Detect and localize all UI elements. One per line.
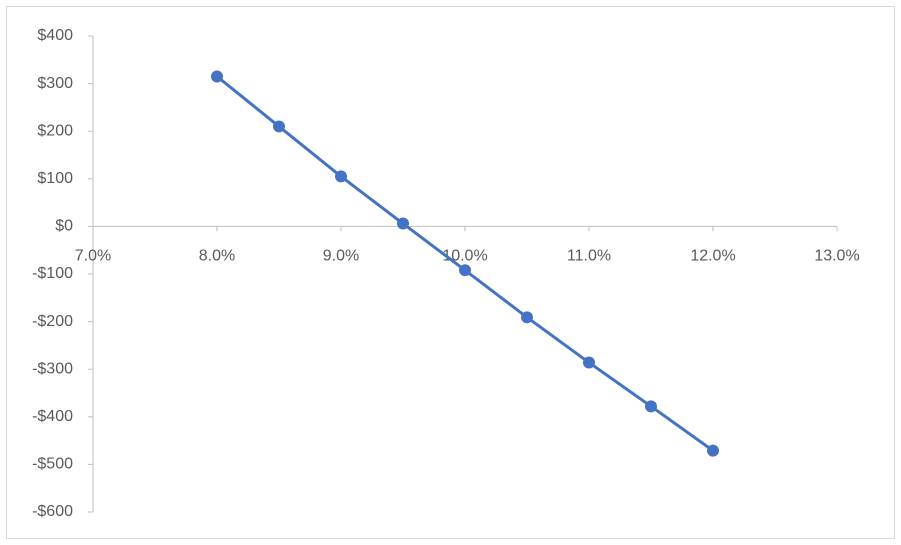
- x-tick-label: 12.0%: [690, 248, 735, 265]
- x-tick-label: 11.0%: [567, 248, 611, 265]
- chart-border: [6, 6, 895, 539]
- y-tick-label: -$400: [32, 408, 73, 425]
- y-tick-label: -$500: [32, 456, 73, 473]
- y-tick-label: -$600: [32, 503, 73, 520]
- y-tick-label: $400: [37, 27, 73, 44]
- x-tick-label: 7.0%: [75, 248, 111, 265]
- x-tick-label: 8.0%: [199, 248, 235, 265]
- y-tick-label: $200: [37, 122, 73, 139]
- data-point: [211, 70, 223, 83]
- x-tick-label: 10.0%: [442, 248, 487, 265]
- y-tick-label: $100: [37, 170, 73, 187]
- y-tick-label: -$300: [32, 360, 73, 377]
- data-point: [335, 170, 347, 183]
- data-point: [645, 400, 657, 413]
- y-tick-label: $300: [37, 75, 73, 92]
- y-tick-label: -$200: [32, 313, 73, 330]
- x-tick-label: 9.0%: [323, 248, 359, 265]
- data-point: [707, 444, 719, 457]
- y-tick-label: $0: [55, 218, 73, 235]
- data-point: [583, 356, 595, 369]
- y-tick-label: -$100: [32, 265, 73, 282]
- x-tick-label: 13.0%: [814, 248, 859, 265]
- data-point: [521, 311, 533, 324]
- data-point: [273, 120, 285, 133]
- data-point: [397, 217, 409, 230]
- data-point: [459, 264, 471, 277]
